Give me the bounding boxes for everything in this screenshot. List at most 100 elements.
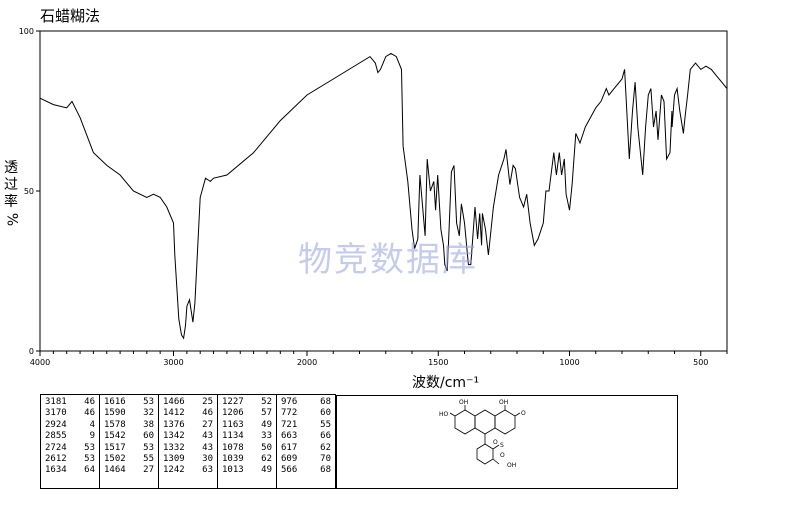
sulfonyl-oxygen-label: O	[500, 452, 505, 459]
y-tick-label: 100	[19, 27, 34, 36]
peak-row: 976 68	[281, 397, 331, 408]
peak-wavenumber: 2724	[45, 442, 67, 453]
peak-wavenumber: 2612	[45, 453, 67, 464]
peak-transmittance: 62	[320, 442, 331, 453]
peak-wavenumber: 609	[281, 453, 298, 464]
peak-transmittance: 57	[261, 408, 272, 419]
y-axis: 0 50 100	[19, 27, 40, 356]
peak-transmittance: 55	[143, 453, 154, 464]
peak-table: 3181 46 3170 46 2924 4 2855 9 2724 53 2612 53 1634 64…	[40, 394, 678, 489]
plot-frame	[39, 30, 728, 352]
peak-wavenumber: 1039	[222, 453, 244, 464]
peak-row: 566 68	[281, 465, 331, 476]
peak-transmittance: 66	[320, 431, 331, 442]
peak-wavenumber: 1078	[222, 442, 244, 453]
peak-row: 1634 64	[45, 465, 95, 476]
peak-wavenumber: 3181	[45, 397, 67, 407]
peak-wavenumber: 976	[281, 397, 298, 407]
peak-wavenumber: 1342	[163, 431, 185, 442]
peak-row: 1078 50	[222, 443, 272, 454]
peak-wavenumber: 2855	[45, 431, 67, 442]
peak-transmittance: 62	[261, 453, 272, 464]
peak-row: 3170 46	[45, 408, 95, 419]
peak-transmittance: 68	[320, 465, 331, 476]
peak-row: 1517 53	[104, 443, 154, 454]
peak-row: 1242 63	[163, 465, 213, 476]
peak-row: 1616 53	[104, 397, 154, 408]
x-tick-label: 500	[693, 358, 708, 367]
peak-wavenumber: 1616	[104, 397, 126, 407]
peak-row: 721 55	[281, 420, 331, 431]
peak-row: 2612 53	[45, 454, 95, 465]
y-tick-label: 0	[29, 347, 34, 356]
peak-transmittance: 32	[143, 408, 154, 419]
peak-wavenumber: 1502	[104, 453, 126, 464]
x-axis-label: 波数/cm⁻¹	[412, 375, 480, 391]
peak-row: 1464 27	[104, 465, 154, 476]
chart-title: 石蜡糊法	[40, 7, 101, 25]
x-tick-label: 3000	[163, 358, 183, 367]
peak-row: 772 60	[281, 408, 331, 419]
x-tick-label: 2000	[297, 358, 317, 367]
peak-wavenumber: 1134	[222, 431, 244, 442]
peak-transmittance: 46	[202, 408, 213, 419]
ir-spectrum-chart: 0 50 100 4000 3000 2000 1500 1000 500	[19, 27, 728, 367]
peak-transmittance: 70	[320, 453, 331, 464]
peak-transmittance: 63	[202, 465, 213, 476]
peak-transmittance: 9	[89, 431, 95, 442]
peak-transmittance: 27	[202, 419, 213, 430]
peak-row: 1342 43	[163, 431, 213, 442]
peak-transmittance: 64	[84, 465, 95, 476]
peak-transmittance: 25	[202, 397, 213, 407]
peak-wavenumber: 1309	[163, 453, 185, 464]
watermark: 物竞数据库	[298, 240, 478, 280]
peak-wavenumber: 1634	[45, 465, 67, 476]
peak-row: 609 70	[281, 454, 331, 465]
x-tick-label: 4000	[30, 358, 50, 367]
peak-row: 1227 52	[222, 397, 272, 408]
peak-transmittance: 38	[143, 419, 154, 430]
peak-wavenumber: 2924	[45, 419, 67, 430]
y-axis-label-char: 过	[4, 177, 18, 193]
peak-column: 1616 53 1590 32 1578 38 1542 60 1517 53 1502 55 1464…	[99, 394, 159, 489]
peak-row: 1013 49	[222, 465, 272, 476]
peak-transmittance: 33	[261, 431, 272, 442]
y-axis-label: 透 过 率 %	[3, 160, 20, 228]
peak-column: 1466 25 1412 46 1376 27 1342 43 1332 43 1309 30 1242…	[158, 394, 218, 489]
hydroxyl-label: OH	[499, 399, 508, 406]
peak-wavenumber: 1206	[222, 408, 244, 419]
peak-transmittance: 49	[261, 419, 272, 430]
peak-row: 2724 53	[45, 443, 95, 454]
peak-row: 1309 30	[163, 454, 213, 465]
hydroxyl-label: HO	[439, 411, 449, 418]
peak-wavenumber: 1332	[163, 442, 185, 453]
peak-transmittance: 60	[320, 408, 331, 419]
peak-row: 1502 55	[104, 454, 154, 465]
sulfonic-hydroxyl-label: OH	[507, 462, 516, 469]
peak-transmittance: 49	[261, 465, 272, 476]
peak-transmittance: 60	[143, 431, 154, 442]
y-axis-label-char: 率	[4, 194, 18, 210]
y-axis-label-char: 透	[4, 160, 18, 176]
ketone-oxygen-label: O	[521, 410, 526, 417]
peak-wavenumber: 1013	[222, 465, 244, 476]
peak-row: 1412 46	[163, 408, 213, 419]
molecule-structure: HO OH OH O O S O OH	[336, 394, 678, 489]
peak-row: 1332 43	[163, 443, 213, 454]
peak-row: 1163 49	[222, 420, 272, 431]
peak-wavenumber: 566	[281, 465, 298, 476]
x-tick-label: 1000	[559, 358, 579, 367]
molecule-drawing: HO OH OH O O S O OH	[439, 399, 526, 469]
peak-wavenumber: 1412	[163, 408, 185, 419]
peak-wavenumber: 1466	[163, 397, 185, 407]
peak-column: 3181 46 3170 46 2924 4 2855 9 2724 53 2612 53 1634 64	[40, 394, 100, 489]
peak-transmittance: 27	[143, 465, 154, 476]
x-tick-label: 1500	[428, 358, 448, 367]
peak-transmittance: 4	[89, 419, 95, 430]
peak-wavenumber: 1464	[104, 465, 126, 476]
peak-wavenumber: 1542	[104, 431, 126, 442]
peak-wavenumber: 721	[281, 419, 298, 430]
peak-row: 1134 33	[222, 431, 272, 442]
peak-transmittance: 30	[202, 453, 213, 464]
peak-row: 1376 27	[163, 420, 213, 431]
